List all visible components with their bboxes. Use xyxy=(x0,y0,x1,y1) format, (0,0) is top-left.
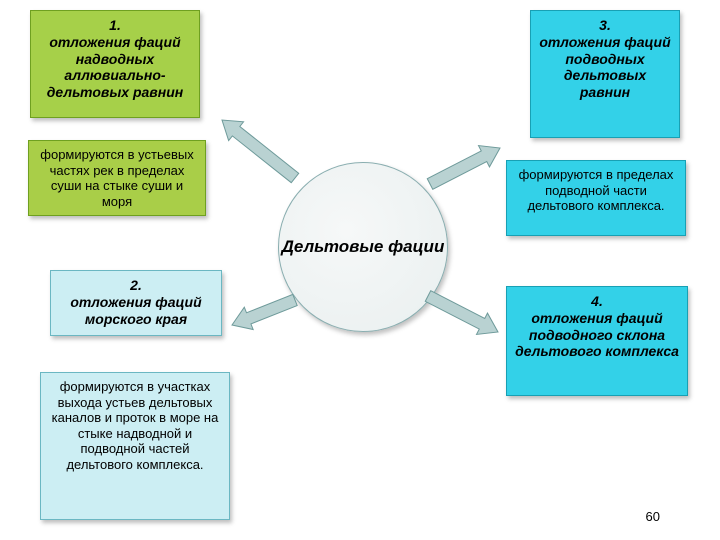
page-number: 60 xyxy=(646,509,660,524)
arrows-layer xyxy=(0,0,720,540)
